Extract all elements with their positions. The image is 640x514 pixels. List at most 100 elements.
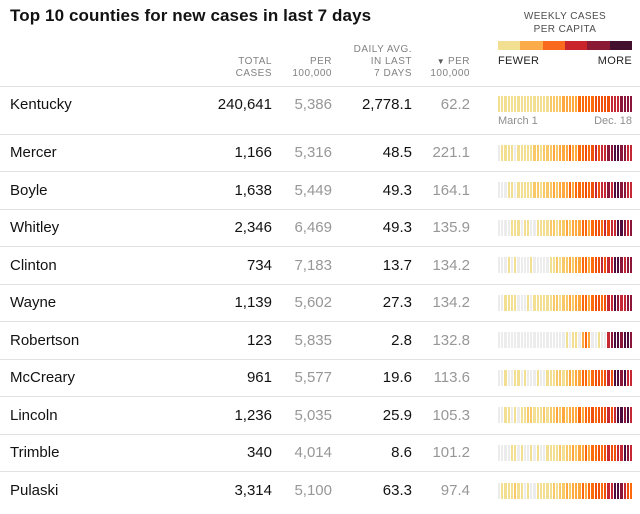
heat-bar — [581, 369, 584, 386]
heat-bar — [555, 407, 559, 424]
daily-avg-value: 27.3 — [382, 294, 412, 312]
column-header-sorted-per-100000[interactable]: ▼ PER 100,000 — [430, 56, 470, 79]
heat-bar — [588, 332, 591, 349]
heat-bar — [613, 482, 617, 499]
heat-bar — [546, 182, 549, 199]
heat-bar — [568, 444, 572, 461]
heat-bar — [626, 407, 629, 424]
heat-bar — [584, 407, 588, 424]
page-title: Top 10 counties for new cases in last 7 … — [10, 6, 372, 25]
heat-bar — [523, 369, 526, 386]
heat-bar — [510, 144, 514, 161]
county-name: Wayne — [10, 294, 57, 312]
table-header-area: Top 10 counties for new cases in last 7 … — [0, 0, 640, 87]
heat-bar — [530, 294, 533, 311]
column-header-daily-avg[interactable]: DAILY AVG. IN LAST 7 DAYS — [353, 44, 412, 79]
heat-bar — [523, 407, 526, 424]
table-row: Trimble 340 4,014 8.6 101.2 — [0, 435, 640, 472]
heat-bar — [578, 294, 581, 311]
heat-bar — [575, 182, 578, 199]
heat-bar — [604, 182, 607, 199]
heat-bar — [629, 294, 633, 311]
heat-bar — [584, 257, 588, 274]
heat-bar — [623, 144, 626, 161]
heat-bar — [549, 482, 552, 499]
per-100k-value: 5,035 — [294, 406, 332, 424]
heat-bar — [601, 257, 604, 274]
heat-bar — [533, 144, 536, 161]
heat-bar — [604, 294, 607, 311]
daily-avg-value: 13.7 — [382, 256, 412, 274]
legend-title: WEEKLY CASES PER CAPITA — [498, 10, 632, 36]
heat-bar — [581, 444, 584, 461]
heat-bar — [597, 407, 600, 424]
heat-bar — [555, 144, 559, 161]
column-header-total-cases[interactable]: TOTAL CASES — [235, 56, 272, 79]
heat-bar — [536, 407, 539, 424]
heat-bar — [604, 332, 607, 349]
heat-bar — [617, 482, 620, 499]
heat-bar — [597, 182, 600, 199]
heat-bar — [620, 369, 623, 386]
heat-bar — [514, 144, 517, 161]
weekly-heatmap-strip — [498, 332, 633, 349]
heat-bar — [607, 257, 610, 274]
heat-bar — [520, 257, 523, 274]
heat-bar — [507, 369, 510, 386]
heat-bar — [588, 407, 591, 424]
column-header-per-100000[interactable]: PER 100,000 — [292, 56, 332, 79]
heat-bar — [594, 294, 597, 311]
heat-bar — [549, 369, 552, 386]
heat-bar — [523, 482, 526, 499]
heat-bar — [607, 444, 610, 461]
heat-bar — [533, 407, 536, 424]
heat-bar — [536, 294, 539, 311]
heat-bar — [546, 257, 549, 274]
heat-bar — [568, 96, 572, 112]
per-100k-value: 5,100 — [294, 482, 332, 500]
heat-bar — [514, 257, 517, 274]
heat-bar — [555, 182, 559, 199]
heat-bar — [562, 96, 565, 112]
heat-bar — [510, 182, 514, 199]
heat-bar — [572, 257, 575, 274]
heat-bar — [523, 444, 526, 461]
heat-bar — [514, 96, 517, 112]
heat-bar — [601, 294, 604, 311]
heat-bar — [555, 294, 559, 311]
total-cases-value: 961 — [246, 369, 272, 387]
legend-color-segment — [542, 41, 565, 50]
heat-bar — [584, 144, 588, 161]
heat-bar — [526, 144, 530, 161]
heat-bar — [591, 144, 594, 161]
heat-bar — [620, 219, 623, 236]
daily-per-100k-value: 134.2 — [432, 294, 470, 312]
heat-bar — [517, 369, 520, 386]
heat-bar — [504, 332, 507, 349]
heat-bar — [623, 96, 626, 112]
heat-bar — [626, 257, 629, 274]
heat-bar — [514, 369, 517, 386]
heat-bar — [504, 482, 507, 499]
heat-bar — [520, 444, 523, 461]
heat-bar — [562, 332, 565, 349]
heat-bar — [604, 369, 607, 386]
daily-avg-value: 2,778.1 — [361, 96, 412, 113]
daily-avg-value: 25.9 — [382, 406, 412, 424]
heat-bar — [555, 482, 559, 499]
heat-bar — [559, 294, 562, 311]
daily-per-100k-value: 221.1 — [432, 144, 470, 162]
heat-bar — [517, 96, 520, 112]
heat-bar — [523, 332, 526, 349]
heat-bar — [575, 294, 578, 311]
heat-bar — [539, 332, 543, 349]
heat-bar — [498, 219, 501, 236]
heat-bar — [510, 444, 514, 461]
heat-bar — [501, 369, 504, 386]
heat-bar — [523, 219, 526, 236]
daily-per-100k-value: 132.8 — [432, 331, 470, 349]
heat-bar — [597, 482, 600, 499]
heat-bar — [601, 182, 604, 199]
heat-bar — [575, 96, 578, 112]
heat-bar — [594, 332, 597, 349]
